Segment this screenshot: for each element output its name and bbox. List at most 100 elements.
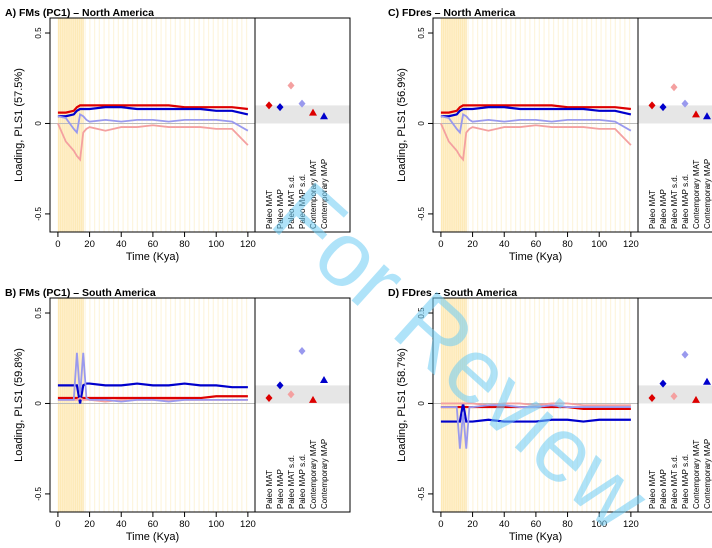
stripe [548, 18, 550, 232]
stripe [222, 298, 224, 512]
stripe [94, 298, 96, 512]
summary-label: Paleo MAP s.d. [681, 174, 690, 229]
summary-band [638, 105, 712, 124]
stripe [524, 298, 526, 512]
x-tick-label: 40 [499, 519, 510, 530]
stripe [472, 298, 474, 512]
stripe [486, 18, 488, 232]
series-line [57, 123, 249, 162]
series-line [440, 106, 632, 118]
x-tick-label: 60 [148, 519, 159, 530]
stripe [141, 298, 143, 512]
stripe [562, 18, 564, 232]
summary-point [703, 377, 711, 385]
series-line [57, 382, 248, 404]
series-line [440, 404, 631, 449]
x-tick-label: 100 [208, 519, 224, 530]
x-tick-label: 100 [208, 239, 224, 250]
summary-label: Paleo MAP s.d. [681, 454, 690, 509]
summary-point [703, 112, 711, 120]
summary-label: Contemporary MAT [309, 160, 318, 229]
stripe [113, 18, 115, 232]
x-tick-label: 60 [148, 239, 159, 250]
panel-title: A) FMs (PC1) – North America [5, 7, 154, 19]
x-axis-label: Time (Kya) [126, 251, 179, 263]
y-tick-label: 0 [34, 401, 43, 406]
summary-point [320, 112, 328, 120]
x-tick-label: 80 [179, 239, 190, 250]
x-tick-label: 60 [531, 519, 542, 530]
x-axis-label: Time (Kya) [126, 531, 179, 543]
stripe [108, 298, 110, 512]
series-line [57, 395, 248, 400]
summary-point [298, 347, 306, 356]
stripe [160, 298, 162, 512]
stripe [169, 18, 172, 232]
summary-label: Paleo MAP [276, 189, 285, 229]
stripe [141, 18, 143, 232]
summary-label: Contemporary MAP [703, 439, 712, 509]
stripe [136, 298, 138, 512]
x-tick-label: 0 [438, 239, 443, 250]
stripe [84, 18, 86, 232]
x-tick-label: 100 [591, 239, 607, 250]
stripe [505, 18, 507, 232]
summary-point [276, 381, 284, 390]
series-line [440, 403, 631, 423]
x-tick-label: 40 [116, 519, 127, 530]
stripe [108, 18, 110, 232]
series-line [440, 113, 632, 135]
stripe [496, 18, 498, 232]
plot-frame [432, 297, 712, 513]
stripe [245, 18, 248, 232]
stripe [203, 298, 205, 512]
stripe [472, 18, 474, 232]
stripe [467, 18, 469, 232]
stripe [184, 298, 186, 512]
series-line [440, 402, 631, 407]
y-tick-label: 0 [417, 401, 426, 406]
stripe [207, 18, 210, 232]
summary-label: Contemporary MAP [703, 159, 712, 229]
summary-label: Paleo MAP [659, 469, 668, 509]
series-line [440, 123, 632, 162]
y-tick-label: -0.5 [34, 486, 43, 500]
stripe [146, 18, 148, 232]
summary-label: Paleo MAT [265, 190, 274, 229]
summary-point [648, 394, 656, 403]
x-tick-label: 100 [591, 519, 607, 530]
summary-point [681, 350, 689, 359]
y-tick-label: 0.5 [417, 27, 426, 39]
x-tick-label: 40 [499, 239, 510, 250]
stripe [122, 298, 124, 512]
x-tick-label: 0 [438, 519, 443, 530]
summary-label: Paleo MAT [648, 190, 657, 229]
x-tick-label: 60 [531, 239, 542, 250]
stripe [222, 18, 224, 232]
stripe [557, 18, 559, 232]
stripe [98, 298, 100, 512]
stripe [524, 18, 526, 232]
stripe [241, 298, 243, 512]
panel-title: B) FMs (PC1) – South America [5, 287, 156, 299]
stripe [198, 18, 200, 232]
stripe [510, 298, 512, 512]
x-tick-label: 120 [623, 519, 639, 530]
stripe [117, 298, 119, 512]
stripe [595, 18, 597, 232]
stripe [500, 18, 502, 232]
stripe [212, 298, 214, 512]
stripe [184, 18, 186, 232]
summary-point [309, 108, 317, 116]
stripe [146, 298, 148, 512]
stripe [529, 18, 531, 232]
stripe [567, 298, 569, 512]
stripe [127, 298, 129, 512]
stripe [477, 18, 479, 232]
panel: C) FDres – North America -0.5 0 0.5 0 20 40 60 8… [388, 7, 712, 263]
summary-point [692, 110, 700, 118]
y-tick-label: 0.5 [34, 27, 43, 39]
stripe [207, 298, 210, 512]
y-tick-label: -0.5 [34, 206, 43, 220]
